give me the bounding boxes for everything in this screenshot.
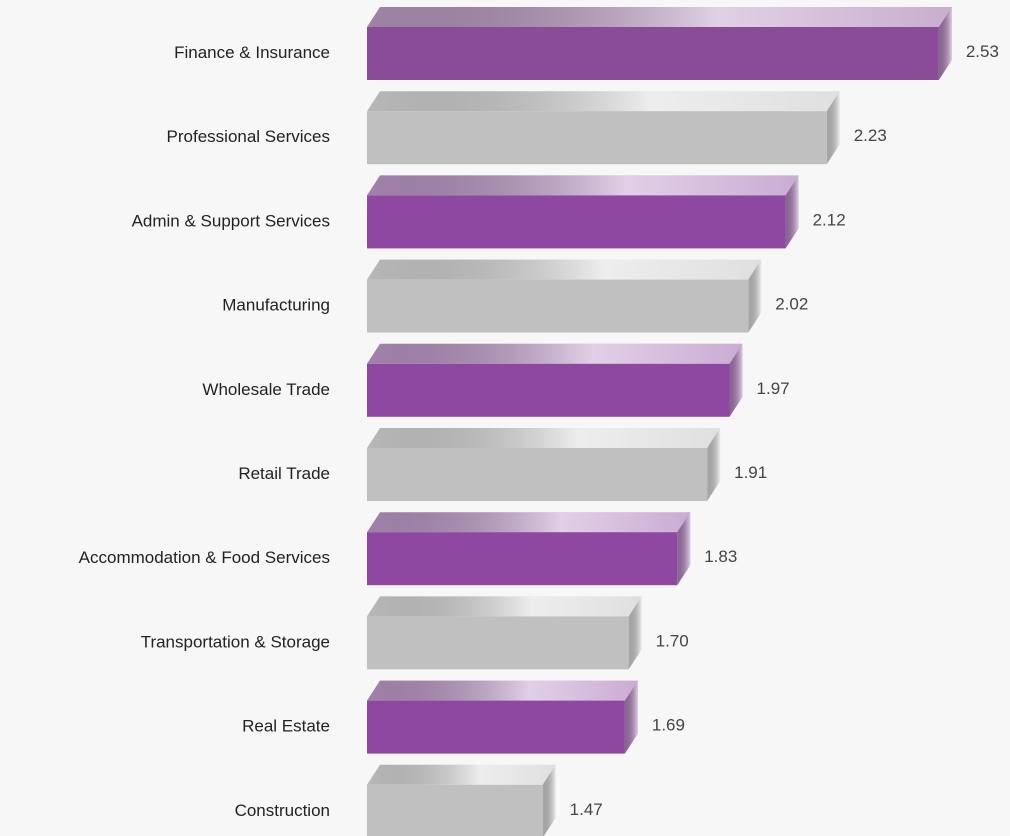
category-label: Professional Services — [167, 127, 330, 146]
category-label: Finance & Insurance — [174, 43, 330, 62]
bar-side-shade — [628, 596, 642, 670]
bar-side-shade — [542, 764, 556, 836]
bar — [367, 111, 827, 165]
value-label: 2.53 — [966, 42, 999, 61]
bar — [367, 532, 678, 586]
bar-top-shade — [367, 428, 721, 448]
value-label: 2.23 — [854, 126, 887, 145]
bar — [367, 616, 629, 670]
bar-side-shade — [677, 512, 691, 586]
value-label: 1.70 — [656, 631, 689, 650]
value-label: 1.91 — [734, 463, 767, 482]
bar — [367, 448, 708, 501]
bar-side-shade — [624, 680, 638, 754]
bar-side-shade — [785, 175, 799, 249]
bar-top-shade — [367, 175, 799, 196]
bar — [367, 27, 939, 80]
value-label: 1.97 — [757, 379, 790, 398]
category-label: Wholesale Trade — [202, 380, 330, 399]
bar-side-shade — [826, 91, 840, 165]
category-label: Retail Trade — [238, 464, 330, 483]
bar — [367, 700, 625, 754]
bar-top-shade — [367, 680, 638, 701]
bar — [367, 195, 786, 249]
bar — [367, 279, 749, 333]
category-label: Manufacturing — [222, 296, 330, 315]
bar-top-shade — [367, 343, 743, 364]
bar-top-shade — [367, 764, 556, 785]
bar-side-shade — [748, 259, 762, 333]
category-label: Accommodation & Food Services — [79, 548, 330, 567]
value-label: 1.47 — [570, 800, 603, 819]
bar-side-shade — [707, 428, 721, 501]
bar-top-shade — [367, 596, 642, 617]
value-label: 1.69 — [652, 716, 685, 735]
value-label: 2.02 — [775, 295, 808, 314]
category-label: Transportation & Storage — [141, 632, 330, 651]
bar — [367, 363, 730, 417]
category-label: Admin & Support Services — [132, 211, 330, 230]
value-label: 2.12 — [813, 210, 846, 229]
bar-side-shade — [938, 7, 952, 80]
bar-side-shade — [729, 343, 743, 417]
bar-top-shade — [367, 91, 840, 112]
bar — [367, 784, 543, 836]
category-label: Construction — [235, 801, 330, 820]
bar-top-shade — [367, 259, 762, 280]
bar-top-shade — [367, 512, 691, 533]
bar-top-shade — [367, 7, 952, 27]
value-label: 1.83 — [704, 547, 737, 566]
category-label: Real Estate — [242, 717, 330, 736]
